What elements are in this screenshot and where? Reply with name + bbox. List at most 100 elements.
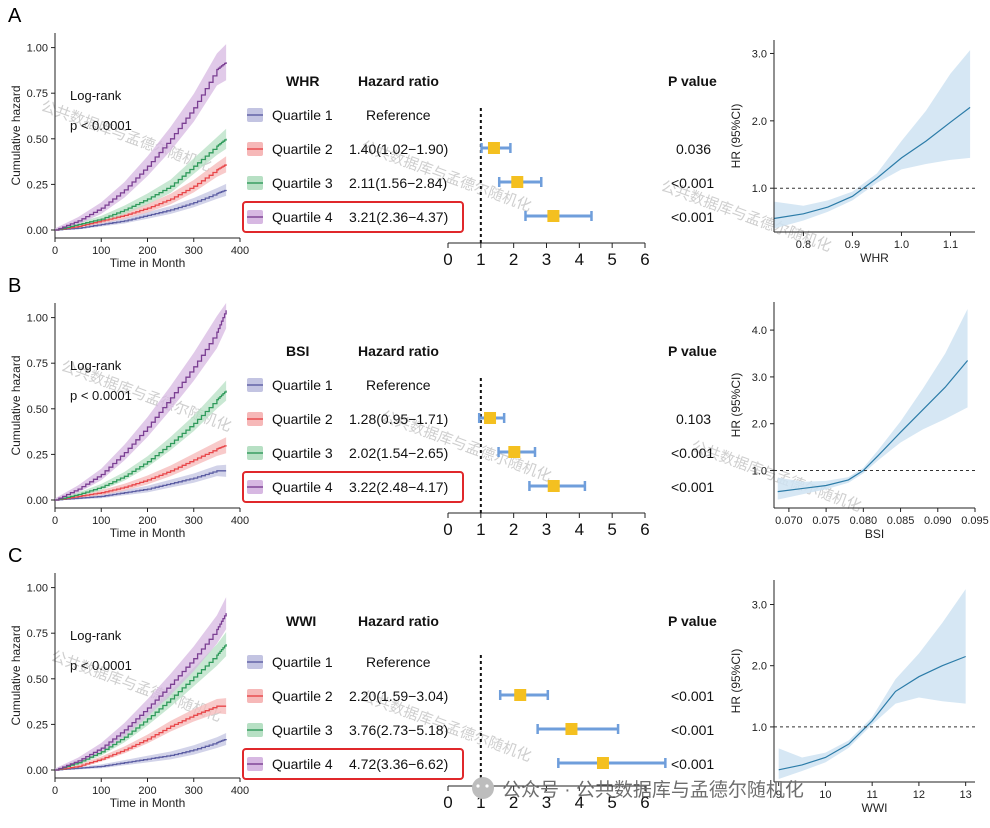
row-hr-text: Reference xyxy=(366,654,431,670)
forest-x-tick-label: 3 xyxy=(542,520,551,539)
index-header: WWI xyxy=(286,613,316,629)
forest-x-tick-label: 6 xyxy=(640,793,649,812)
row-p-value: 0.036 xyxy=(676,141,711,157)
y-tick-label: 0.00 xyxy=(27,495,48,507)
forest-x-tick-label: 5 xyxy=(607,520,616,539)
hazard-ratio-header: Hazard ratio xyxy=(358,613,439,629)
spline-y-axis-title: HR (95%CI) xyxy=(729,373,743,438)
row-label: Quartile 3 xyxy=(272,722,333,738)
spline-y-axis-title: HR (95%CI) xyxy=(729,649,743,714)
x-tick-label: 100 xyxy=(92,785,110,797)
y-tick-label: 0.25 xyxy=(27,719,48,731)
forest-point xyxy=(508,446,521,458)
highlight-box xyxy=(242,471,464,503)
y-axis-title: Cumulative hazard xyxy=(9,85,23,185)
panel-letter: A xyxy=(8,5,22,27)
series-line-3 xyxy=(55,390,227,501)
spline-ci-band xyxy=(778,589,966,779)
spline-x-tick-label: 0.8 xyxy=(796,239,811,251)
highlight-box xyxy=(242,201,464,233)
spline-y-tick-label: 3.0 xyxy=(752,48,767,60)
row-hr-text: 3.76(2.73−5.18) xyxy=(349,722,448,738)
panel-letter: B xyxy=(8,275,21,297)
y-axis-title: Cumulative hazard xyxy=(9,355,23,455)
x-tick-label: 100 xyxy=(92,245,110,257)
row-hr-text: 1.40(1.02−1.90) xyxy=(349,141,448,157)
ci-band xyxy=(55,698,227,770)
forest-x-tick-label: 5 xyxy=(607,250,616,269)
series-line-4 xyxy=(55,310,227,501)
forest-point xyxy=(487,142,500,154)
forest-x-tick-label: 6 xyxy=(640,250,649,269)
y-tick-label: 0.50 xyxy=(27,404,48,416)
row-p-value: <0.001 xyxy=(671,722,714,738)
forest-point xyxy=(484,412,497,424)
x-tick-label: 0 xyxy=(52,785,58,797)
forest-x-tick-label: 1 xyxy=(476,520,485,539)
spline-x-tick-label: 0.9 xyxy=(845,239,860,251)
row-hr-text: 3.22(2.48−4.17) xyxy=(349,479,448,495)
spline-x-tick-label: 0.070 xyxy=(775,515,803,527)
footer-text: 公众号 · 公共数据库与孟德尔随机化 xyxy=(502,779,804,801)
spline-x-tick-label: 0.090 xyxy=(924,515,952,527)
spline-y-tick-label: 2.0 xyxy=(752,116,767,128)
spline-y-tick-label: 2.0 xyxy=(752,661,767,673)
forest-point xyxy=(547,210,560,222)
spline-x-tick-label: 0.095 xyxy=(961,515,989,527)
spline-line xyxy=(773,106,971,220)
row-p-value: <0.001 xyxy=(671,756,714,772)
series-line-2 xyxy=(55,164,227,231)
row-p-value: <0.001 xyxy=(671,209,714,225)
x-axis-title: Time in Month xyxy=(110,256,186,270)
spline-y-tick-label: 1.0 xyxy=(752,722,767,734)
y-axis-title: Cumulative hazard xyxy=(9,625,23,725)
x-tick-label: 400 xyxy=(231,785,249,797)
y-tick-label: 1.00 xyxy=(27,43,48,55)
y-tick-label: 0.75 xyxy=(27,628,48,640)
highlight-box xyxy=(242,748,464,780)
x-tick-label: 300 xyxy=(185,245,203,257)
wechat-icon xyxy=(485,784,489,788)
spline-x-axis-title: BSI xyxy=(865,527,884,541)
p-value-header: P value xyxy=(668,343,717,359)
logrank-label: Log-rank xyxy=(70,358,122,373)
forest-x-tick-label: 3 xyxy=(542,250,551,269)
row-label: Quartile 1 xyxy=(272,107,333,123)
row-hr-text: 1.28(0.95−1.71) xyxy=(349,411,448,427)
y-tick-label: 0.25 xyxy=(27,179,48,191)
forest-point xyxy=(514,689,527,701)
forest-x-tick-label: 2 xyxy=(509,520,518,539)
y-tick-label: 0.00 xyxy=(27,765,48,777)
x-tick-label: 200 xyxy=(138,785,156,797)
series-line-1 xyxy=(55,189,227,231)
forest-point xyxy=(565,723,578,735)
spline-x-tick-label: 0.080 xyxy=(850,515,878,527)
spline-line xyxy=(778,655,966,771)
spline-x-tick-label: 12 xyxy=(913,789,925,801)
row-label: Quartile 1 xyxy=(272,377,333,393)
forest-table: WWI Hazard ratio P value Quartile 1 Referenc… xyxy=(242,613,717,812)
p-value-header: P value xyxy=(668,613,717,629)
y-tick-label: 0.50 xyxy=(27,134,48,146)
forest-point xyxy=(547,480,560,492)
p-value-header: P value xyxy=(668,73,717,89)
row-label: Quartile 2 xyxy=(272,688,333,704)
spline-x-tick-label: 10 xyxy=(819,789,831,801)
row-hr-text: Reference xyxy=(366,377,431,393)
spline-plot: 1.0 2.0 3.0 0.8 0.9 1.0 1.1 WHR HR (95%CI) xyxy=(729,40,975,265)
forest-x-tick-label: 4 xyxy=(575,250,584,269)
series-line-4 xyxy=(55,613,227,771)
cumulative-hazard-plot: 0.00 0.25 0.50 0.75 1.00 0 100 200 300 400 Time in… xyxy=(9,573,249,810)
spline-x-tick-label: 13 xyxy=(960,789,972,801)
row-hr-text: 2.20(1.59−3.04) xyxy=(349,688,448,704)
spline-y-tick-label: 4.0 xyxy=(752,325,767,337)
spline-plot: 1.0 2.0 3.0 9 10 11 12 13 WWI HR (95%CI) xyxy=(729,580,975,815)
x-axis-title: Time in Month xyxy=(110,526,186,540)
hazard-ratio-header: Hazard ratio xyxy=(358,73,439,89)
logrank-label: Log-rank xyxy=(70,88,122,103)
y-tick-label: 1.00 xyxy=(27,583,48,595)
x-tick-label: 100 xyxy=(92,515,110,527)
ci-band xyxy=(55,156,227,230)
